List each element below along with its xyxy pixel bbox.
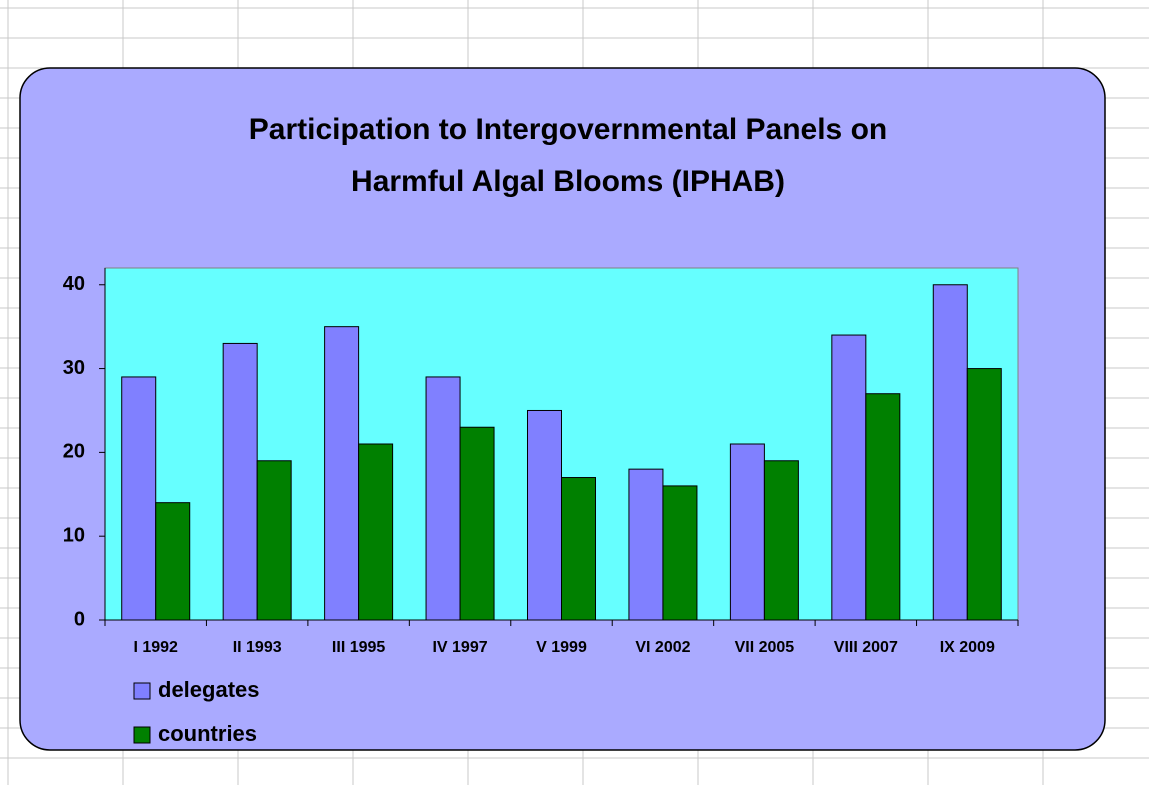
- bar: [358, 443, 394, 621]
- x-tick-label: IX 2009: [940, 639, 995, 656]
- bar: [932, 284, 968, 621]
- bar: [222, 342, 258, 621]
- bar: [628, 468, 664, 621]
- bar: [966, 368, 1002, 621]
- chart-title: Harmful Algal Blooms (IPHAB): [351, 165, 785, 198]
- x-tick-label: VII 2005: [735, 639, 795, 656]
- bar: [763, 460, 799, 621]
- y-tick-label: 20: [63, 441, 85, 463]
- bar: [459, 426, 495, 621]
- bar: [561, 477, 596, 621]
- legend-swatch: [133, 682, 151, 700]
- bar: [662, 485, 698, 621]
- x-tick-label: III 1995: [332, 639, 385, 656]
- x-tick-label: IV 1997: [432, 639, 487, 656]
- x-tick-label: VIII 2007: [834, 639, 898, 656]
- bar: [425, 376, 461, 621]
- bar: [831, 334, 867, 621]
- bar: [324, 326, 360, 621]
- legend-label: delegates: [158, 677, 260, 702]
- legend-swatch: [133, 726, 151, 744]
- bar: [256, 460, 292, 621]
- x-tick-label: V 1999: [536, 639, 587, 656]
- bar: [155, 502, 191, 621]
- bar: [865, 393, 901, 621]
- x-tick-label: I 1992: [133, 639, 178, 656]
- y-tick-label: 40: [63, 273, 85, 295]
- y-tick-label: 30: [63, 357, 85, 379]
- x-tick-label: VI 2002: [635, 639, 690, 656]
- x-tick-label: II 1993: [233, 639, 282, 656]
- y-tick-label: 10: [63, 524, 85, 546]
- chart-title: Participation to Intergovernmental Panel…: [249, 113, 887, 146]
- bar: [527, 409, 562, 621]
- bar: [729, 443, 765, 621]
- legend-label: countries: [158, 721, 257, 746]
- bar: [121, 376, 157, 621]
- y-tick-label: 0: [74, 608, 85, 630]
